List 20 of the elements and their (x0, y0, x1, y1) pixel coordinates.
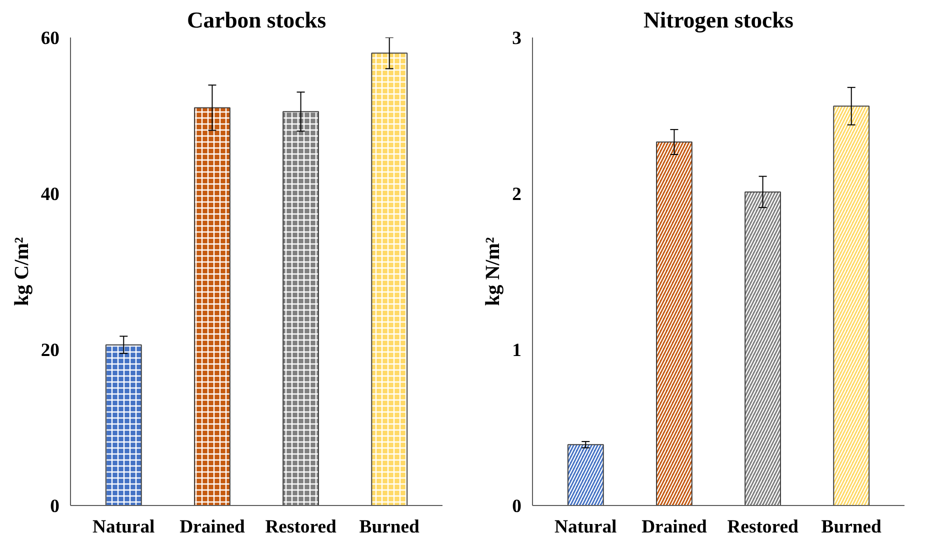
x-tick-label: Drained (642, 516, 708, 538)
y-tick-label: 3 (512, 28, 522, 49)
x-tick-label: Burned (359, 516, 420, 538)
y-tick-label: 20 (40, 340, 60, 361)
x-tick-label: Burned (821, 516, 882, 538)
x-tick-label: Restored (265, 516, 337, 538)
y-tick-label: 40 (40, 184, 60, 205)
y-tick-label: 1 (512, 340, 522, 361)
x-tick-label: Natural (92, 516, 155, 538)
chart-title: Nitrogen stocks (644, 8, 794, 32)
x-tick-label: Restored (727, 516, 799, 538)
y-axis-title: kg N/m² (482, 237, 504, 306)
chart-title: Carbon stocks (186, 8, 326, 32)
y-tick-label: 60 (40, 28, 60, 49)
x-tick-label: Drained (180, 516, 246, 538)
y-tick-label: 0 (512, 496, 522, 517)
y-tick-label: 0 (50, 496, 60, 517)
y-axis-title: kg C/m² (10, 237, 33, 306)
y-tick-label: 2 (512, 184, 522, 205)
x-tick-label: Natural (554, 516, 617, 538)
